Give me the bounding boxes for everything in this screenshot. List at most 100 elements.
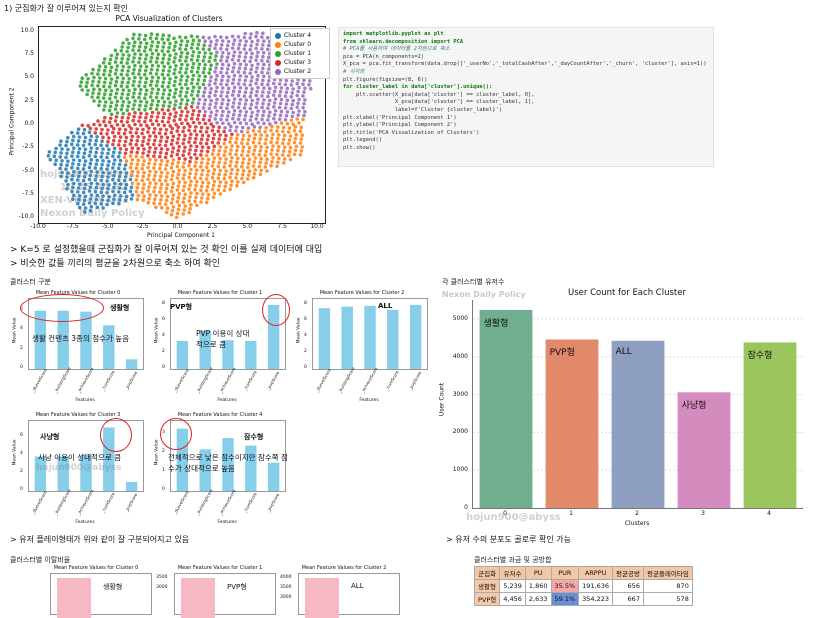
scatter-point <box>308 86 313 91</box>
user-count-chart: User Count for Each Cluster Nexon Daily … <box>439 286 812 530</box>
scatter-point <box>147 138 151 142</box>
scatter-point <box>188 124 192 129</box>
mini-chart-cluster-4: Mean Feature Values for Cluster 4 0 1 2 3 Mea… <box>152 412 288 530</box>
scatter-point <box>134 178 139 182</box>
scatter-point <box>187 152 191 156</box>
churn-y-tick: 4000 <box>280 575 292 580</box>
pay-table-cell: 5,239 <box>499 579 526 593</box>
scatter-point <box>202 43 206 47</box>
scatter-point <box>93 142 98 147</box>
scatter-point <box>191 38 196 42</box>
user-count-svg <box>473 309 803 508</box>
scatter-point <box>216 152 221 157</box>
scatter-point <box>118 158 123 163</box>
scatter-point <box>146 153 150 158</box>
scatter-point <box>117 162 122 167</box>
scatter-point <box>76 178 80 182</box>
scatter-point <box>277 105 282 110</box>
scatter-point <box>178 47 182 51</box>
scatter-point <box>53 150 57 155</box>
mini-x-label: Features <box>359 398 379 403</box>
scatter-point <box>243 90 248 95</box>
scatter-point <box>266 47 270 52</box>
scatter-point <box>123 139 128 144</box>
scatter-point <box>169 212 174 217</box>
scatter-point <box>126 45 130 50</box>
scatter-point <box>231 116 235 121</box>
scatter-point <box>72 170 76 174</box>
code-line: X_pca = pca.fit_transform(data.drop(['_u… <box>343 61 707 68</box>
scatter-point <box>150 110 155 115</box>
scatter-point <box>246 173 251 177</box>
mini-y-label: Mean Value <box>12 439 18 466</box>
pay-table-header-cell: PU <box>524 566 552 580</box>
scatter-point <box>101 147 105 151</box>
scatter-point <box>259 145 263 149</box>
scatter-point <box>223 161 227 165</box>
scatter-point <box>159 182 164 186</box>
scatter-point <box>235 160 239 165</box>
scatter-point <box>217 137 221 141</box>
scatter-point <box>203 51 207 55</box>
scatter-point <box>236 180 240 184</box>
scatter-point <box>261 78 265 83</box>
scatter-point <box>107 194 111 199</box>
scatter-point <box>262 121 266 126</box>
mini-chart-title: Mean Feature Values for Cluster 0 <box>35 290 121 296</box>
scatter-point <box>235 148 239 153</box>
scatter-point <box>130 134 135 139</box>
scatter-point <box>208 90 212 95</box>
scatter-point <box>179 54 183 59</box>
scatter-point <box>182 137 186 142</box>
scatter-point <box>58 143 62 147</box>
scatter-point <box>188 171 192 176</box>
scatter-point <box>141 198 145 202</box>
scatter-point <box>175 152 180 157</box>
user-count-y-tick: 5000 <box>452 314 468 322</box>
churn-y-tick: 3500 <box>156 575 168 580</box>
scatter-point <box>153 150 157 155</box>
scatter-point <box>155 56 160 60</box>
scatter-point <box>186 122 190 126</box>
scatter-point <box>267 114 271 118</box>
scatter-point <box>286 142 291 146</box>
scatter-point <box>193 152 197 157</box>
scatter-point <box>115 75 120 80</box>
scatter-point <box>98 76 102 80</box>
watermark-policy-2: Nexon Daily Policy <box>442 290 526 299</box>
scatter-point <box>229 183 233 188</box>
scatter-point <box>307 83 311 87</box>
scatter-point <box>168 77 172 81</box>
scatter-point <box>244 51 248 55</box>
scatter-point <box>209 122 213 126</box>
scatter-point <box>195 191 199 196</box>
scatter-point <box>205 126 210 130</box>
scatter-point <box>255 42 259 47</box>
scatter-point <box>119 72 124 77</box>
scatter-point <box>82 210 87 214</box>
scatter-point <box>117 127 122 131</box>
scatter-point <box>260 117 264 122</box>
scatter-point <box>142 170 146 175</box>
mini-y-tick: 6 <box>304 317 307 322</box>
scatter-point <box>236 168 240 172</box>
scatter-point <box>219 105 223 110</box>
pay-table-cell: 35.5% <box>550 579 580 593</box>
scatter-point <box>108 116 113 121</box>
scatter-point <box>236 117 241 121</box>
scatter-point <box>200 172 204 177</box>
pay-table-cell: 2,633 <box>524 592 552 606</box>
scatter-point <box>170 197 175 201</box>
mini-bar <box>341 306 353 369</box>
code-line: pca = PCA(n_components=2) <box>343 53 425 60</box>
scatter-point <box>178 117 182 122</box>
scatter-point <box>143 57 148 61</box>
scatter-point <box>292 140 297 145</box>
scatter-point <box>84 73 88 77</box>
scatter-point <box>106 140 110 144</box>
scatter-point <box>83 159 88 163</box>
scatter-point <box>153 127 157 131</box>
scatter-point <box>236 70 241 74</box>
mini-y-label: Mean Value <box>12 317 18 344</box>
mini-x-tick: _dLevelScore <box>172 489 191 516</box>
